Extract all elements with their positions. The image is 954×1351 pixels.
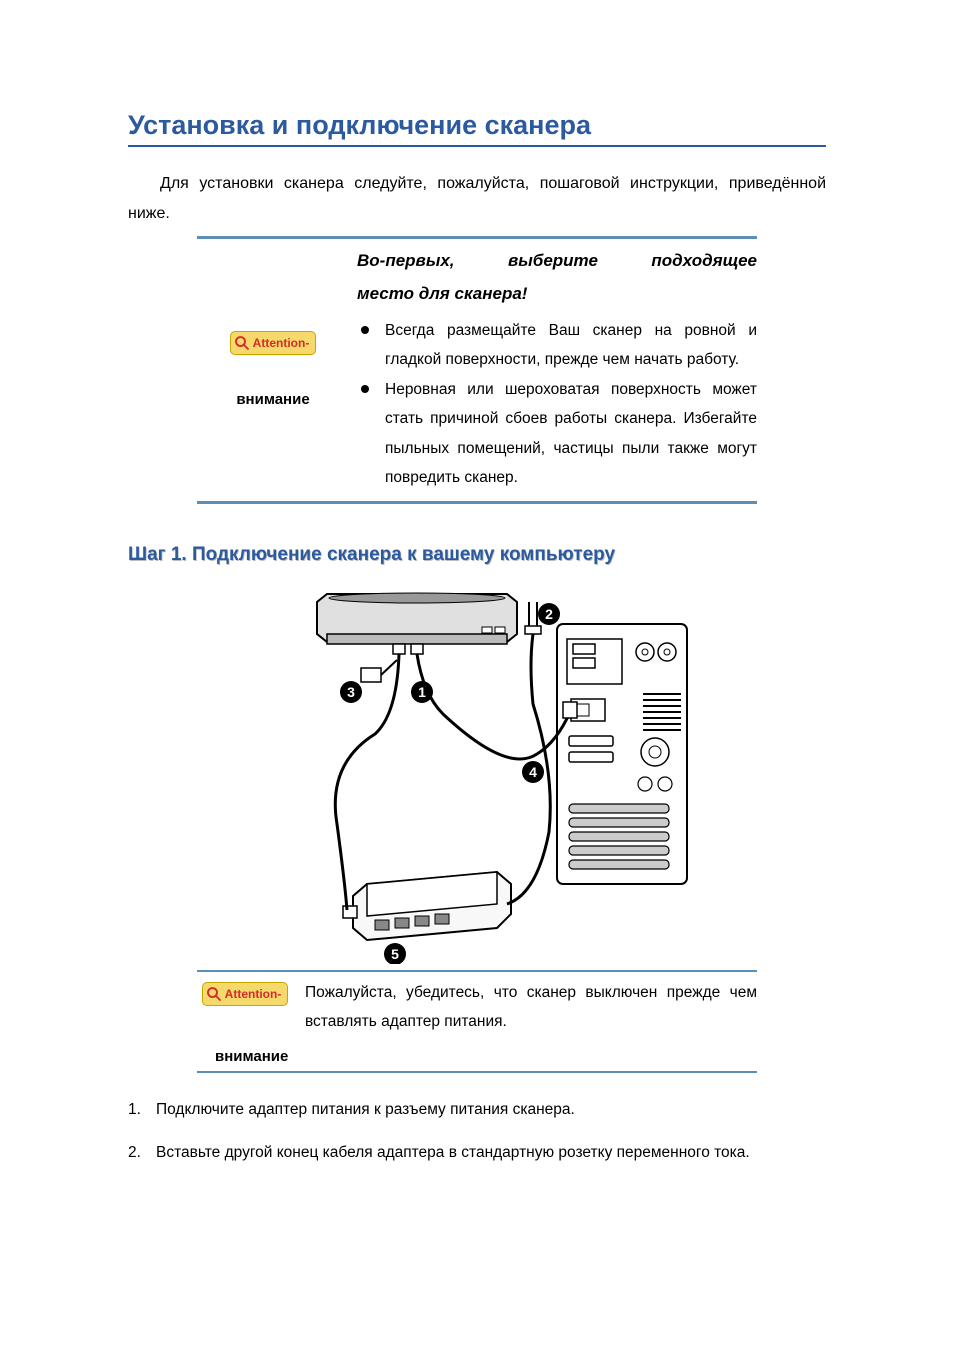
attention-box-2-left: Attention- (197, 978, 293, 1042)
svg-text:5: 5 (391, 946, 399, 962)
svg-text:1: 1 (418, 684, 426, 700)
cable-icon (417, 654, 571, 759)
scanner-icon (317, 593, 517, 654)
svg-text:3: 3 (347, 684, 355, 700)
attention-badge: Attention- (202, 982, 289, 1006)
attention-label: внимание (236, 391, 309, 408)
attention-badge: Attention- (230, 331, 317, 355)
bullet-item: Неровная или шероховатая поверхность мож… (357, 375, 757, 493)
wall-plug-icon (525, 602, 541, 634)
attention-right-col: Во-первых, выберите подходящее место для… (357, 247, 757, 493)
numbered-steps: 1.Подключите адаптер питания к разъему п… (128, 1095, 826, 1168)
attention-box-1: Attention- внимание Во-первых, выберите … (197, 236, 757, 504)
attention-bullets: Всегда размещайте Ваш сканер на ровной и… (357, 316, 757, 493)
usb-hub-icon (343, 872, 511, 940)
marker-2: 2 (538, 603, 560, 625)
svg-text:4: 4 (529, 764, 537, 780)
page-title: Установка и подключение сканера (128, 110, 826, 147)
attention-left-col: Attention- внимание (197, 247, 357, 493)
attention-box-2: Attention- Пожалуйста, убедитесь, что ск… (197, 970, 757, 1073)
attention-heading-line1: Во-первых, выберите подходящее (357, 247, 757, 276)
step-1-title: Шаг 1. Подключение сканера к вашему комп… (128, 544, 826, 566)
connector-icon (361, 668, 381, 682)
step-item: 1.Подключите адаптер питания к разъему п… (128, 1095, 826, 1124)
magnifier-icon (205, 985, 223, 1003)
step-item: 2.Вставьте другой конец кабеля адаптера … (128, 1138, 826, 1167)
attention-badge-text: Attention- (253, 336, 310, 350)
attention-box-2-text: Пожалуйста, убедитесь, что сканер выключ… (305, 978, 757, 1037)
magnifier-icon (233, 334, 251, 352)
marker-1: 1 (411, 681, 433, 703)
marker-5: 5 (384, 943, 406, 964)
connection-diagram-wrap: 1 2 3 4 5 (128, 584, 826, 964)
marker-4: 4 (522, 761, 544, 783)
attention-heading-line2: место для сканера! (357, 278, 757, 310)
intro-paragraph: Для установки сканера следуйте, пожалуйс… (128, 169, 826, 230)
connection-diagram: 1 2 3 4 5 (247, 584, 707, 964)
step-text: Вставьте другой конец кабеля адаптера в … (156, 1144, 750, 1161)
bullet-item: Всегда размещайте Ваш сканер на ровной и… (357, 316, 757, 375)
attention-label: внимание (215, 1048, 757, 1065)
attention-badge-text: Attention- (225, 987, 282, 1001)
connector-icon (563, 702, 577, 718)
svg-text:2: 2 (545, 606, 553, 622)
marker-3: 3 (340, 681, 362, 703)
step-text: Подключите адаптер питания к разъему пит… (156, 1101, 575, 1118)
computer-tower-icon (557, 624, 687, 884)
